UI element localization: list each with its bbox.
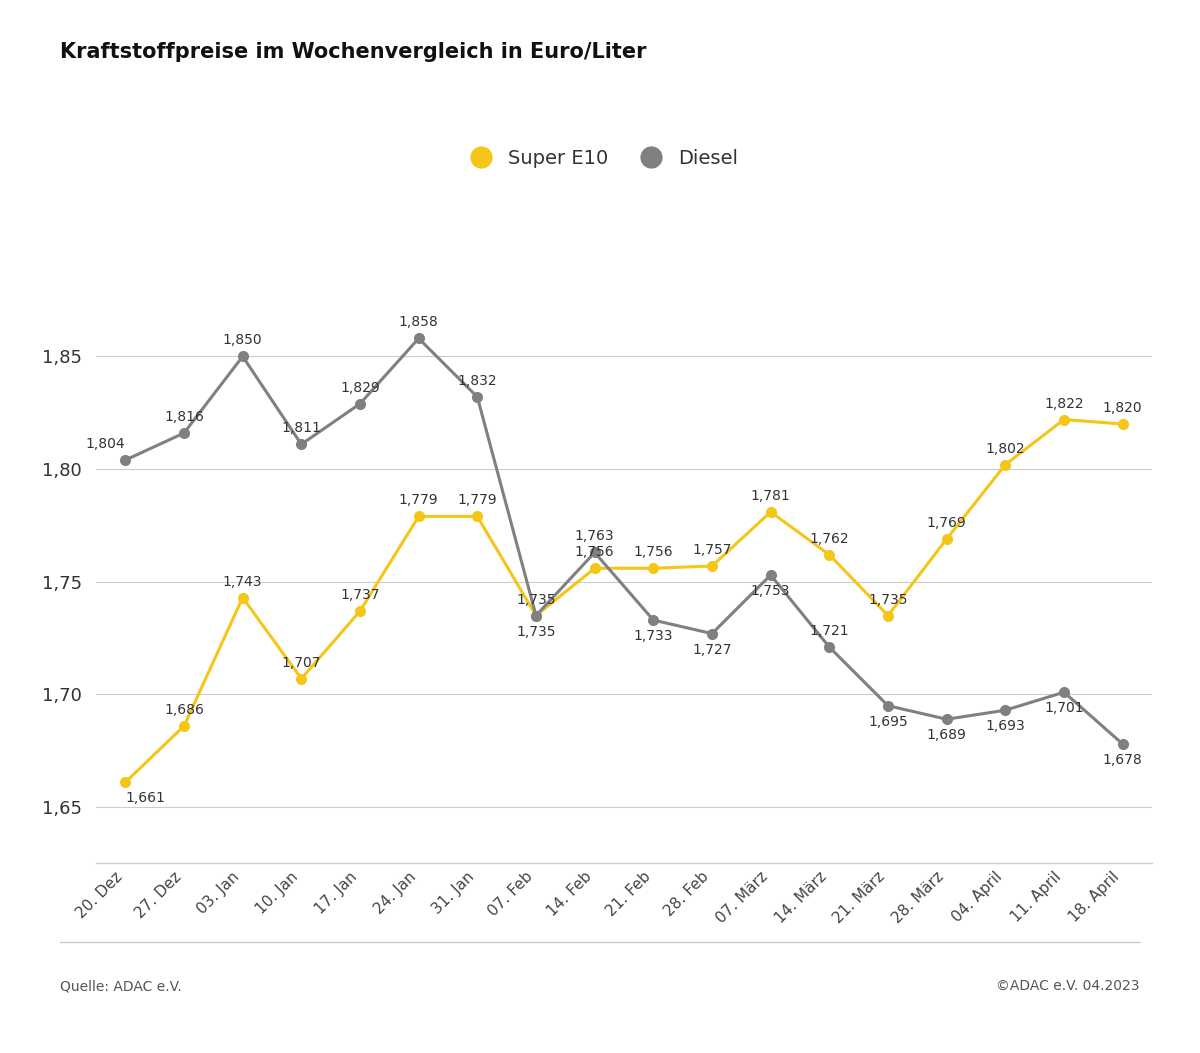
Text: 1,735: 1,735: [516, 593, 556, 607]
Text: 1,829: 1,829: [340, 381, 380, 395]
Text: 1,832: 1,832: [457, 374, 497, 388]
Text: 1,735: 1,735: [516, 624, 556, 638]
Text: 1,733: 1,733: [634, 629, 673, 643]
Text: 1,850: 1,850: [223, 334, 263, 347]
Text: 1,802: 1,802: [985, 441, 1025, 456]
Text: 1,756: 1,756: [575, 545, 614, 559]
Text: 1,686: 1,686: [164, 703, 204, 717]
Text: Quelle: ADAC e.V.: Quelle: ADAC e.V.: [60, 979, 181, 993]
Text: 1,858: 1,858: [398, 316, 438, 330]
Text: 1,743: 1,743: [223, 575, 263, 589]
Text: 1,820: 1,820: [1103, 401, 1142, 415]
Text: 1,689: 1,689: [926, 729, 967, 742]
Text: 1,779: 1,779: [398, 494, 438, 508]
Text: 1,816: 1,816: [164, 410, 204, 424]
Text: 1,779: 1,779: [457, 494, 497, 508]
Text: 1,762: 1,762: [810, 532, 850, 545]
Text: 1,737: 1,737: [341, 588, 379, 602]
Text: 1,757: 1,757: [692, 543, 732, 557]
Text: 1,756: 1,756: [634, 545, 673, 559]
Text: 1,695: 1,695: [868, 715, 908, 729]
Text: 1,753: 1,753: [751, 584, 791, 598]
Text: 1,763: 1,763: [575, 530, 614, 543]
Text: 1,781: 1,781: [751, 489, 791, 503]
Text: 1,721: 1,721: [810, 624, 850, 638]
Text: ©ADAC e.V. 04.2023: ©ADAC e.V. 04.2023: [996, 979, 1140, 993]
Legend: Super E10, Diesel: Super E10, Diesel: [454, 141, 746, 176]
Text: 1,693: 1,693: [985, 719, 1025, 733]
Text: 1,701: 1,701: [1044, 701, 1084, 715]
Text: 1,678: 1,678: [1103, 753, 1142, 767]
Text: 1,727: 1,727: [692, 642, 732, 657]
Text: 1,661: 1,661: [125, 792, 166, 806]
Text: Kraftstoffpreise im Wochenvergleich in Euro/Liter: Kraftstoffpreise im Wochenvergleich in E…: [60, 42, 647, 62]
Text: 1,811: 1,811: [281, 421, 322, 435]
Text: 1,804: 1,804: [85, 437, 125, 451]
Text: 1,707: 1,707: [282, 656, 322, 670]
Text: 1,822: 1,822: [1044, 397, 1084, 411]
Text: 1,769: 1,769: [926, 516, 966, 530]
Text: 1,735: 1,735: [869, 593, 907, 607]
